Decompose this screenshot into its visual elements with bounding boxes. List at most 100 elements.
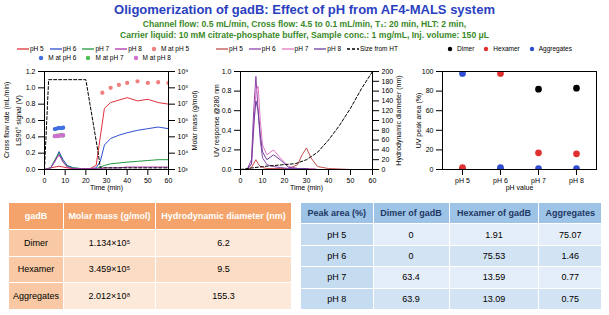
svg-text:10⁷: 10⁷ bbox=[178, 100, 189, 107]
html-text:75.07: 75.07 bbox=[558, 229, 582, 240]
svg-text:0.2: 0.2 bbox=[26, 149, 36, 156]
html-text:pH 6: pH 6 bbox=[327, 251, 347, 261]
html-text:pH 8: pH 8 bbox=[327, 293, 347, 304]
svg-text:60: 60 bbox=[165, 177, 173, 184]
svg-text:140: 140 bbox=[382, 97, 394, 104]
html-text:155.3: 155.3 bbox=[212, 291, 235, 302]
html-text:63.4: 63.4 bbox=[402, 272, 420, 283]
svg-text:100: 100 bbox=[382, 117, 394, 124]
html-text:0.77: 0.77 bbox=[561, 272, 579, 283]
html-text:Peak area (%): Peak area (%) bbox=[307, 208, 367, 219]
svg-text:60: 60 bbox=[426, 107, 434, 114]
svg-text:30: 30 bbox=[102, 177, 111, 185]
html-text:gadB: gadB bbox=[24, 210, 48, 221]
svg-text:1.0: 1.0 bbox=[26, 84, 36, 91]
svg-text:20: 20 bbox=[82, 177, 90, 184]
svg-text:40: 40 bbox=[325, 177, 333, 184]
svg-text:10⁸: 10⁸ bbox=[178, 84, 189, 91]
svg-text:10⁵: 10⁵ bbox=[178, 133, 189, 140]
svg-text:pH value: pH value bbox=[506, 184, 534, 192]
svg-text:10: 10 bbox=[61, 177, 69, 184]
svg-text:120: 120 bbox=[382, 107, 394, 114]
html-text:pH 7: pH 7 bbox=[95, 45, 110, 52]
svg-text:20: 20 bbox=[382, 156, 390, 163]
html-text:Hexamer of gadB: Hexamer of gadB bbox=[456, 208, 531, 219]
svg-text:0.6: 0.6 bbox=[26, 117, 36, 124]
svg-text:Molar mass (g/mol): Molar mass (g/mol) bbox=[191, 91, 199, 151]
html-text:pH 8: pH 8 bbox=[128, 45, 142, 52]
svg-text:80: 80 bbox=[426, 87, 434, 94]
svg-text:160: 160 bbox=[382, 87, 394, 94]
svg-text:1.0: 1.0 bbox=[222, 68, 232, 75]
svg-text:0.0: 0.0 bbox=[222, 166, 232, 173]
svg-text:10⁴: 10⁴ bbox=[178, 149, 189, 156]
svg-text:80: 80 bbox=[382, 127, 390, 134]
svg-text:pH 5: pH 5 bbox=[455, 177, 470, 185]
html-text:Channel flow: 0.5 mL/min, Cros: Channel flow: 0.5 mL/min, Cross flow: 4.… bbox=[142, 19, 467, 29]
html-text:pH 7: pH 7 bbox=[327, 272, 347, 283]
html-text:Dimer: Dimer bbox=[23, 237, 48, 248]
svg-text:0: 0 bbox=[430, 166, 434, 173]
svg-text:180: 180 bbox=[382, 78, 394, 85]
svg-text:0.4: 0.4 bbox=[26, 133, 36, 140]
svg-text:20: 20 bbox=[426, 146, 434, 153]
svg-text:Hydrodynamic diameter (nm): Hydrodynamic diameter (nm) bbox=[395, 75, 403, 165]
svg-text:0.8: 0.8 bbox=[26, 100, 36, 107]
svg-text:30: 30 bbox=[302, 177, 311, 185]
svg-text:Time (min): Time (min) bbox=[290, 184, 323, 192]
svg-text:0.2: 0.2 bbox=[222, 146, 232, 153]
svg-text:0.0: 0.0 bbox=[26, 166, 36, 173]
html-text:pH 6: pH 6 bbox=[62, 45, 77, 52]
html-text:1.134×10⁵: 1.134×10⁵ bbox=[88, 237, 131, 248]
html-text:13.09: 13.09 bbox=[482, 293, 506, 304]
svg-text:20: 20 bbox=[281, 177, 289, 184]
html-text:75.53: 75.53 bbox=[482, 251, 506, 261]
svg-text:10⁹: 10⁹ bbox=[178, 68, 189, 75]
svg-text:40: 40 bbox=[123, 177, 131, 184]
svg-text:0: 0 bbox=[382, 166, 386, 173]
svg-text:0: 0 bbox=[43, 177, 47, 184]
html-text:1.46: 1.46 bbox=[561, 251, 579, 261]
svg-text:10³: 10³ bbox=[178, 166, 189, 173]
html-text:63.9: 63.9 bbox=[402, 293, 420, 304]
svg-text:pH 8: pH 8 bbox=[569, 177, 584, 185]
svg-text:50: 50 bbox=[347, 177, 355, 184]
svg-text:1.2: 1.2 bbox=[26, 68, 36, 75]
svg-text:pH 7: pH 7 bbox=[531, 177, 546, 185]
html-text:6.2: 6.2 bbox=[217, 237, 230, 248]
html-text:2.012×10⁸: 2.012×10⁸ bbox=[88, 291, 131, 302]
svg-text:10: 10 bbox=[259, 177, 267, 184]
html-text:13.59: 13.59 bbox=[482, 272, 506, 283]
html-text:Hydrodynamic diameter (nm): Hydrodynamic diameter (nm) bbox=[161, 210, 286, 221]
svg-text:0.8: 0.8 bbox=[222, 87, 232, 94]
html-text:Dimer of gadB: Dimer of gadB bbox=[380, 208, 442, 219]
svg-text:Time (min): Time (min) bbox=[90, 184, 123, 192]
svg-text:0.4: 0.4 bbox=[222, 127, 232, 134]
html-text:Molar mass (g/mol): Molar mass (g/mol) bbox=[68, 210, 151, 221]
html-text:Carrier liquid: 10 mM citrate-: Carrier liquid: 10 mM citrate-phosphate … bbox=[119, 30, 490, 40]
svg-text:40: 40 bbox=[426, 127, 434, 134]
svg-text:10⁶: 10⁶ bbox=[178, 117, 189, 124]
svg-text:100: 100 bbox=[422, 68, 434, 75]
svg-text:0: 0 bbox=[239, 177, 243, 184]
svg-text:50: 50 bbox=[144, 177, 152, 184]
svg-text:200: 200 bbox=[382, 68, 394, 75]
html-text:Hexamer: Hexamer bbox=[17, 264, 55, 275]
html-text:Aggregates: Aggregates bbox=[12, 291, 59, 302]
svg-text:UV response @280 nm: UV response @280 nm bbox=[213, 84, 221, 157]
svg-text:60: 60 bbox=[382, 136, 390, 143]
svg-text:60: 60 bbox=[369, 177, 377, 184]
svg-text:UV peak area (%): UV peak area (%) bbox=[415, 93, 423, 149]
html-text:Oligomerization of gadB: Effec: Oligomerization of gadB: Effect of pH fr… bbox=[114, 2, 495, 17]
html-text:0.75: 0.75 bbox=[561, 293, 579, 304]
svg-text:pH 6: pH 6 bbox=[493, 177, 508, 185]
svg-text:40: 40 bbox=[382, 146, 390, 153]
html-text:3.459×10⁵: 3.459×10⁵ bbox=[88, 264, 131, 275]
svg-text:LS90° signal (V): LS90° signal (V) bbox=[15, 95, 23, 146]
html-text:Aggregates: Aggregates bbox=[545, 208, 595, 219]
html-text:pH 5: pH 5 bbox=[327, 229, 347, 240]
html-text:pH 5: pH 5 bbox=[29, 45, 44, 52]
svg-text:0.6: 0.6 bbox=[222, 107, 232, 114]
html-text:9.5: 9.5 bbox=[217, 264, 230, 275]
html-text:1.91: 1.91 bbox=[485, 229, 503, 240]
